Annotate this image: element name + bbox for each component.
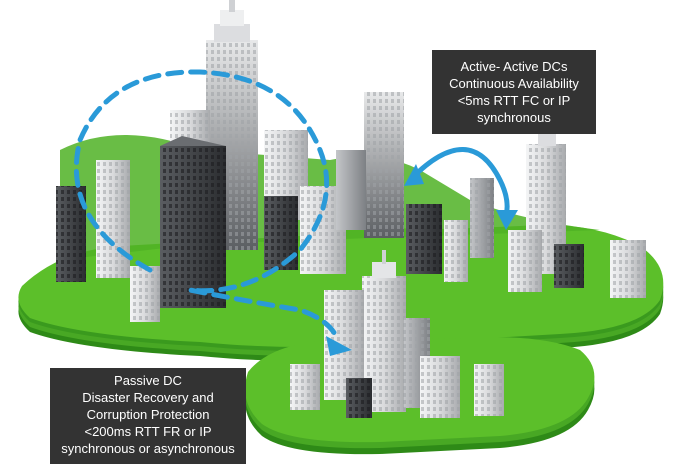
passive-building-east-windows [474, 364, 504, 416]
passive-callout-line: Disaster Recovery and [82, 390, 214, 405]
building-right-1-windows [406, 204, 442, 274]
active-callout-line: Active- Active DCs [460, 59, 568, 74]
async-arrowhead-icon [326, 336, 352, 356]
passive-callout-line: Corruption Protection [86, 407, 210, 422]
async-dashed-arrow [73, 69, 341, 343]
building-center-tower-windows [364, 92, 404, 238]
active-callout-line: Continuous Availability [449, 76, 579, 91]
building-left-light-windows [96, 160, 130, 278]
replication-arrows [73, 69, 518, 356]
building-right-3-windows [470, 178, 494, 258]
sync-arrowhead-right-icon [496, 210, 518, 230]
building-right-6-windows [610, 240, 646, 298]
building-right-2-windows [444, 220, 468, 282]
active-city-buildings [56, 0, 646, 322]
passive-building-front-windows [420, 356, 460, 418]
active-active-callout: Active- Active DCs Continuous Availabili… [432, 50, 596, 134]
passive-callout-line: Passive DC [114, 373, 182, 388]
passive-callout-line: <200ms RTT FR or IP [84, 424, 212, 439]
passive-callout-line: synchronous or asynchronous [61, 441, 235, 456]
sync-arrowhead-left-icon [404, 164, 424, 186]
active-callout-line: synchronous [477, 110, 551, 125]
building-center-back [336, 150, 366, 230]
sync-solid-arrow [409, 147, 510, 219]
passive-city-buildings [290, 250, 504, 418]
passive-building-dark-windows [346, 378, 372, 418]
passive-building-far-left-windows [290, 364, 320, 410]
passive-dc-callout: Passive DC Disaster Recovery and Corrupt… [50, 368, 246, 464]
building-right-5-windows [554, 244, 584, 288]
building-right-4-windows [508, 230, 542, 292]
active-callout-line: <5ms RTT FC or IP [457, 93, 571, 108]
building-small-front-windows [130, 266, 160, 322]
building-dark-tower-windows [160, 146, 226, 308]
